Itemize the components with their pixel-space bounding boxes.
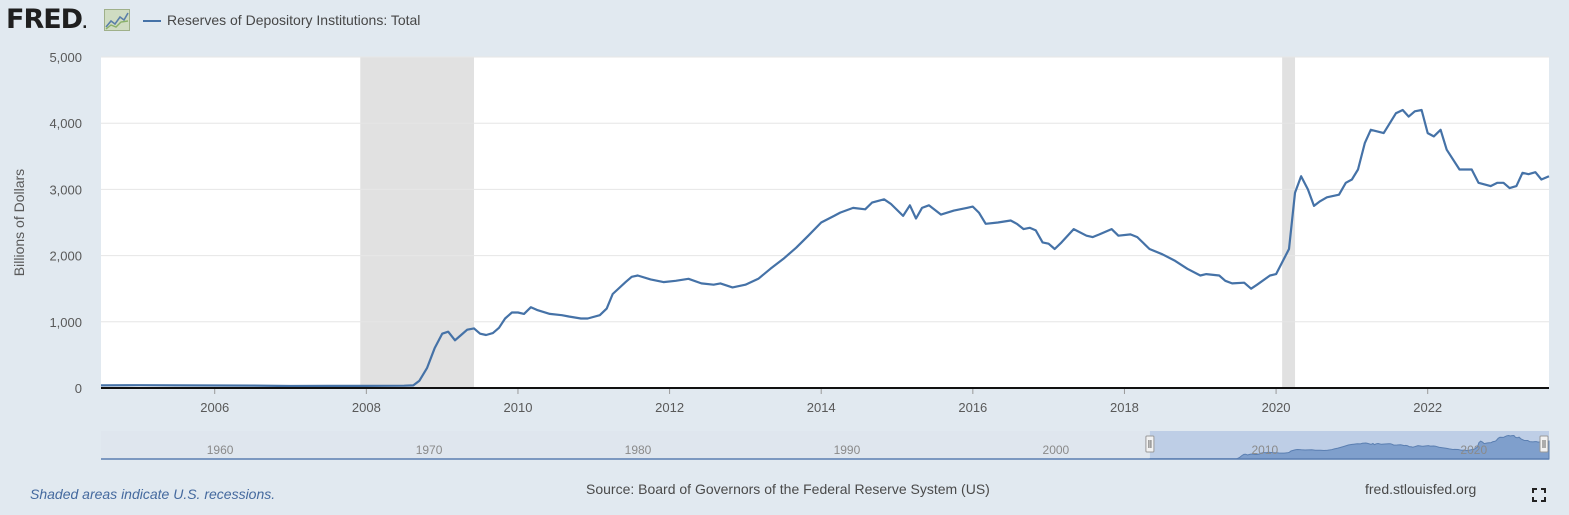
x-tick-label: 2010	[504, 400, 533, 415]
line-graph-icon	[104, 9, 130, 31]
y-axis-label: Billions of Dollars	[11, 169, 27, 276]
x-tick-label: 2006	[200, 400, 229, 415]
y-tick-label: 2,000	[49, 249, 82, 264]
navigator-tick-label: 1960	[207, 443, 234, 457]
navigator-series	[1149, 434, 1550, 460]
fred-logo[interactable]: FRED.	[6, 4, 88, 35]
y-tick-label: 0	[75, 381, 82, 396]
y-tick-label: 4,000	[49, 116, 82, 131]
navigator-tick-label: 2020	[1460, 443, 1487, 457]
x-tick-label: 2008	[352, 400, 381, 415]
y-tick-label: 1,000	[49, 315, 82, 330]
x-tick-label: 2012	[655, 400, 684, 415]
navigator-tick-label: 1970	[416, 443, 443, 457]
site-link[interactable]: fred.stlouisfed.org	[1365, 481, 1477, 497]
plot-background	[101, 57, 1549, 388]
legend-label: Reserves of Depository Institutions: Tot…	[167, 12, 421, 28]
navigator-tick-label: 2010	[1251, 443, 1278, 457]
y-tick-label: 5,000	[49, 50, 82, 65]
recession-bands	[360, 57, 1296, 388]
source-note: Source: Board of Governors of the Federa…	[586, 481, 990, 497]
x-tick-label: 2016	[958, 400, 987, 415]
x-tick-label: 2022	[1413, 400, 1442, 415]
series-layer[interactable]	[100, 108, 1550, 388]
navigator-handle-left[interactable]	[1145, 435, 1155, 453]
x-tick-label: 2014	[807, 400, 836, 415]
recession-band-1	[1282, 57, 1296, 388]
x-tick-label: 2020	[1262, 400, 1291, 415]
range-navigator[interactable]: 1960 1970 1980 1990 2000 2010 2020	[101, 431, 1550, 460]
navigator-tick-label: 2000	[1043, 443, 1070, 457]
series-line-0[interactable]	[100, 108, 1550, 388]
legend-swatch	[143, 20, 161, 23]
x-axis-ticks: 2006 2008 2010 2012 2014 2016 2018 2020 2022	[200, 388, 1442, 415]
legend[interactable]: Reserves of Depository Institutions: Tot…	[143, 12, 420, 28]
y-axis-ticks: 0 1,000 2,000 3,000 4,000 5,000	[49, 50, 82, 396]
navigator-tick-label: 1990	[834, 443, 861, 457]
navigator-handle-right[interactable]	[1539, 435, 1549, 453]
chart-header: FRED. Reserves of Depository Institution…	[0, 0, 1569, 44]
fullscreen-icon[interactable]	[1532, 488, 1546, 502]
recession-band-0	[360, 57, 474, 388]
recession-note: Shaded areas indicate U.S. recessions.	[30, 486, 276, 502]
x-tick-label: 2018	[1110, 400, 1139, 415]
y-tick-label: 3,000	[49, 182, 82, 197]
navigator-tick-label: 1980	[625, 443, 652, 457]
